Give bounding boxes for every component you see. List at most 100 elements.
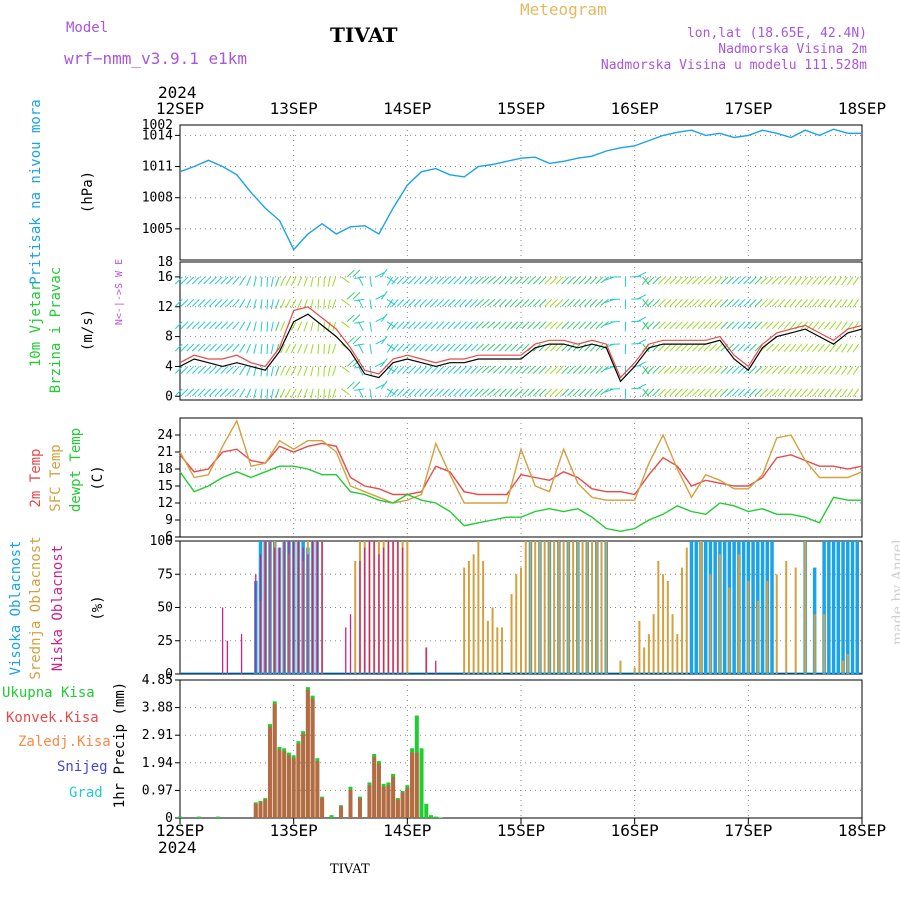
wind-barb — [402, 298, 411, 307]
wind-barb — [246, 343, 252, 354]
wind-barb — [709, 276, 717, 285]
wind-barb — [720, 366, 729, 374]
cloud-bar — [619, 660, 622, 674]
wind-barb — [595, 276, 604, 285]
wind-barb — [812, 276, 820, 285]
wind-barb — [487, 366, 496, 374]
wind-barb — [380, 313, 388, 322]
wind-barb — [555, 366, 564, 374]
wind-barb — [327, 388, 331, 399]
wind-barb — [475, 343, 484, 352]
wind-barb — [346, 359, 355, 367]
wind-barb — [327, 343, 331, 354]
wind-barb — [817, 343, 825, 353]
wind-barb — [754, 298, 763, 307]
x-axis-top-label: 17SEP — [724, 99, 772, 118]
wind-barb — [652, 276, 661, 285]
wind-barb — [396, 298, 405, 307]
wind-barb — [442, 321, 450, 330]
wind-barb — [391, 388, 399, 397]
x-axis-bottom-label: 17SEP — [724, 821, 772, 840]
cloud-bar — [855, 541, 860, 674]
wind-barb — [806, 276, 814, 285]
wind-barb — [369, 321, 372, 332]
wind-barb — [789, 388, 797, 397]
wind-barb — [652, 366, 661, 374]
wind-barb — [550, 388, 558, 397]
wind-barb — [425, 298, 433, 307]
wind-barb — [646, 321, 655, 330]
wind-barb — [817, 298, 825, 308]
wind-barb — [806, 343, 814, 353]
wind-barb — [310, 366, 314, 377]
wind-barb — [663, 321, 672, 330]
wind-barb — [354, 321, 365, 324]
wind-barb — [481, 276, 490, 284]
wind-barb — [852, 321, 860, 331]
wind-barb — [436, 388, 445, 397]
wind-barb — [358, 388, 364, 398]
cloud-bar — [676, 634, 679, 674]
wind-barb — [669, 276, 678, 285]
wind-barb — [203, 388, 212, 397]
wind-barb — [714, 321, 723, 330]
wind-barb — [748, 343, 757, 352]
wind-barb — [835, 276, 843, 286]
wind-barb — [789, 298, 797, 308]
wind-speed-line — [179, 313, 863, 383]
wind-barb — [521, 321, 530, 330]
wind-barb — [641, 276, 649, 286]
cloud-bar — [785, 560, 788, 674]
wind-barb — [323, 299, 325, 310]
wind-barb — [515, 343, 524, 352]
wind-barb — [327, 276, 331, 287]
wind-barb — [795, 366, 803, 375]
coords-label: lon,lat (18.65E, 42.4N) — [686, 26, 867, 41]
wind-barb — [317, 276, 320, 287]
wind-barb — [841, 343, 848, 353]
wind-barb — [214, 388, 223, 397]
cloud-bar — [534, 541, 537, 674]
wind-barb — [760, 298, 769, 307]
clouds-ytick-label: 25 — [157, 634, 173, 649]
wind-barb — [532, 276, 541, 285]
x-axis-bottom-label: 15SEP — [497, 821, 545, 840]
temperature-ytick-label: 15 — [157, 479, 173, 494]
precip-bar — [315, 761, 320, 818]
wind-barb — [692, 321, 700, 330]
wind-barb — [290, 366, 297, 376]
wind-barb — [209, 343, 217, 352]
wind-barb — [270, 366, 274, 377]
wind-barb — [290, 276, 297, 286]
wind-barb — [419, 276, 428, 285]
wind-barb — [481, 366, 490, 374]
wind-barb — [174, 276, 183, 285]
wind-barb — [266, 344, 269, 355]
wind-barb — [332, 343, 337, 354]
wind-barb — [584, 276, 592, 285]
wind-barb — [584, 321, 592, 330]
wind-barb — [253, 276, 257, 287]
cloud-bar — [482, 560, 485, 674]
wind-barb — [515, 366, 524, 374]
wind-barb — [430, 366, 439, 374]
wind-barb — [239, 343, 246, 353]
wind-barb — [253, 388, 257, 399]
cloud-bar — [269, 541, 271, 674]
cloud-bar — [345, 627, 347, 674]
wind-barb — [829, 298, 837, 308]
precipitation-ytick-label: 3.88 — [142, 701, 173, 716]
wind-barb — [835, 343, 843, 353]
wind-barb — [459, 343, 467, 352]
cloud-bar — [354, 560, 357, 674]
wind-barb — [544, 321, 553, 330]
precip-bar — [438, 817, 443, 818]
wind-barb — [419, 298, 428, 307]
wind-barb — [636, 271, 647, 278]
wind-barb — [402, 388, 411, 397]
wind-barb — [636, 361, 647, 367]
wind-barb — [191, 343, 200, 352]
wind-barb — [203, 343, 212, 352]
wind-barb — [419, 343, 428, 352]
cloud-bar — [221, 607, 224, 674]
